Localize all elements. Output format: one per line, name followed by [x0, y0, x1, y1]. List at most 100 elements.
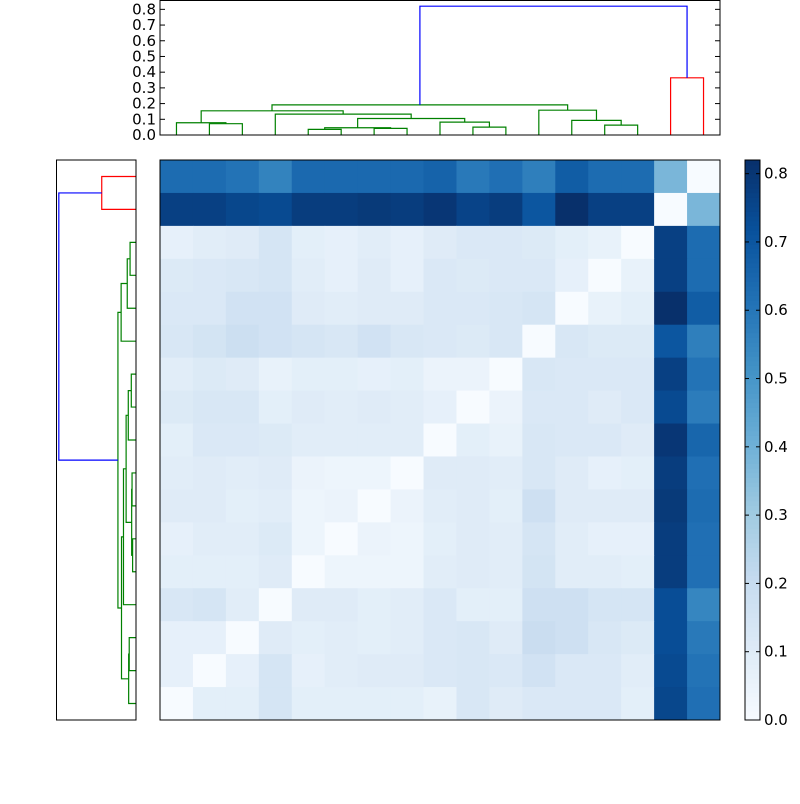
heatmap-cell — [654, 160, 688, 194]
colorbar-segment — [745, 496, 760, 502]
top-dendrogram-link — [200, 110, 344, 123]
heatmap-cell — [654, 258, 688, 293]
colorbar-segment — [745, 692, 760, 698]
heatmap-cell — [588, 324, 622, 359]
heatmap-cell — [654, 390, 688, 425]
colorbar-segment — [745, 183, 760, 189]
heatmap-cell — [324, 225, 359, 260]
heatmap-cell — [555, 423, 589, 457]
heatmap-cell — [160, 489, 194, 523]
heatmap-cell — [291, 192, 326, 227]
heatmap-cell — [687, 324, 721, 359]
heatmap-cell — [423, 390, 457, 425]
heatmap-cell — [654, 621, 688, 655]
heatmap-cell — [621, 192, 655, 227]
top-dendrogram-tick-label: 0.1 — [132, 110, 156, 128]
heatmap-cell — [390, 192, 425, 227]
heatmap-cell — [423, 357, 457, 392]
heatmap-cell — [291, 555, 326, 589]
heatmap-cell — [160, 522, 194, 556]
left-dendrogram-frame — [56, 159, 137, 721]
colorbar-segment — [745, 220, 760, 226]
heatmap-cell — [160, 654, 194, 688]
colorbar-segment — [745, 491, 760, 497]
heatmap-cell — [588, 160, 622, 194]
colorbar-tick-label: 0.5 — [764, 370, 788, 388]
heatmap-cell — [192, 489, 227, 523]
colorbar-segment — [745, 468, 760, 474]
heatmap-cell — [654, 522, 688, 556]
heatmap-cell — [555, 258, 589, 293]
heatmap-cell — [258, 357, 293, 392]
colorbar-segment — [745, 384, 760, 390]
heatmap-cell — [654, 555, 688, 589]
colorbar-segment — [745, 528, 760, 534]
colorbar-segment — [745, 706, 760, 712]
heatmap-cell — [654, 357, 688, 392]
colorbar-segment — [745, 580, 760, 586]
heatmap-cell — [258, 456, 293, 490]
heatmap-cell — [621, 291, 655, 326]
top-dendrogram-link — [439, 121, 491, 135]
heatmap-cell — [654, 291, 688, 326]
colorbar-segment — [745, 421, 760, 427]
heatmap-cell — [489, 324, 523, 359]
heatmap-cell — [390, 555, 425, 589]
heatmap-cell — [324, 357, 359, 392]
colorbar-segment — [745, 654, 760, 660]
colorbar-segment — [745, 603, 760, 609]
heatmap-cell — [654, 423, 688, 457]
heatmap-cell — [225, 423, 260, 457]
colorbar-segment — [745, 276, 760, 282]
colorbar-segment — [745, 393, 760, 399]
heatmap-cell — [160, 456, 194, 490]
heatmap-cell — [192, 291, 227, 326]
heatmap-cell — [390, 258, 425, 293]
colorbar-segment — [745, 682, 760, 688]
colorbar-segment — [745, 696, 760, 702]
colorbar-tick-label: 0.8 — [764, 165, 788, 183]
colorbar-segment — [745, 542, 760, 548]
colorbar-segment — [745, 234, 760, 240]
heatmap-cell — [687, 654, 721, 688]
top-dendrogram: 0.00.10.20.30.40.50.60.70.8 — [132, 0, 721, 144]
heatmap-cell — [489, 456, 523, 490]
heatmap-cell — [489, 687, 523, 721]
heatmap-cell — [621, 588, 655, 622]
colorbar-segment — [745, 342, 760, 348]
heatmap-cell — [588, 423, 622, 457]
colorbar-segment — [745, 286, 760, 292]
heatmap-cell — [324, 654, 359, 688]
colorbar-segment — [745, 239, 760, 245]
left-dendrogram-link — [127, 389, 136, 441]
heatmap-cell — [555, 621, 589, 655]
colorbar-segment — [745, 626, 760, 632]
left-dendrogram — [56, 159, 137, 721]
heatmap-cell — [687, 291, 721, 326]
colorbar-segment — [745, 188, 760, 194]
colorbar-segment — [745, 435, 760, 441]
heatmap-cell — [522, 225, 556, 260]
heatmap-cell — [390, 489, 425, 523]
heatmap-cell — [258, 423, 293, 457]
heatmap-cell — [160, 588, 194, 622]
colorbar-segment — [745, 477, 760, 483]
colorbar-segment — [745, 360, 760, 366]
heatmap-cell — [456, 324, 490, 359]
heatmap-cell — [456, 357, 490, 392]
heatmap-cell — [423, 225, 457, 260]
colorbar-segment — [745, 589, 760, 595]
top-dendrogram-tick-label: 0.0 — [132, 126, 156, 144]
colorbar-segment — [745, 645, 760, 651]
heatmap-cell — [555, 555, 589, 589]
heatmap-cell — [357, 621, 392, 655]
heatmap-cell — [390, 522, 425, 556]
heatmap-cell — [654, 324, 688, 359]
colorbar-segment — [745, 547, 760, 553]
heatmap-cell — [291, 489, 326, 523]
heatmap-cell — [390, 621, 425, 655]
heatmap-cell — [357, 390, 392, 425]
heatmap-cell — [588, 654, 622, 688]
top-dendrogram-tick-label: 0.4 — [132, 63, 156, 81]
